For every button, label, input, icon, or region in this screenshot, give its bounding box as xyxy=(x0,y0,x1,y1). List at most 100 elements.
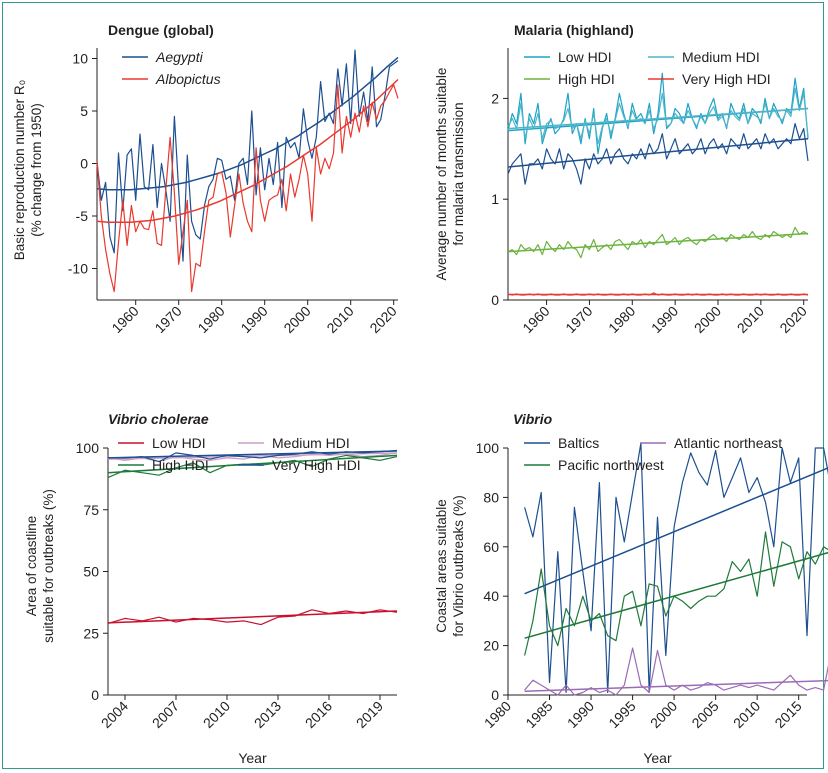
x-tick-label: 2000 xyxy=(647,698,680,731)
legend-label-pacific-northwest: Pacific northwest xyxy=(558,457,664,473)
y-tick-label: -5 xyxy=(76,208,89,224)
x-tick-label: 1990 xyxy=(564,698,597,731)
series-line-pacific-northwest xyxy=(524,531,828,656)
legend-label-low-hdi: Low HDI xyxy=(152,435,206,451)
y-axis-label: Area of coastline xyxy=(24,516,39,617)
y-tick-label: 0 xyxy=(91,687,99,703)
x-tick-label: 1970 xyxy=(151,303,184,336)
x-tick-label: 2010 xyxy=(730,698,763,731)
x-tick-label: 1980 xyxy=(481,698,514,731)
y-axis-label: Coastal areas suitable xyxy=(434,499,449,633)
panel-title: Malaria (highland) xyxy=(514,22,634,38)
chart-panel-1: Dengue (global) -10 -5 0 5 10 1960 1970 1980 1990… xyxy=(12,22,400,336)
x-tick-label: 2010 xyxy=(200,698,233,731)
x-tick-label: 1985 xyxy=(522,698,555,731)
trend-line xyxy=(524,467,828,595)
x-tick-label: 1960 xyxy=(519,303,552,336)
x-tick-label: 2020 xyxy=(776,303,809,336)
series-line-high-hdi xyxy=(507,226,809,259)
legend-label-medium-hdi: Medium HDI xyxy=(272,435,350,451)
trend-line xyxy=(507,232,809,253)
y-tick-label: 5 xyxy=(80,103,88,119)
x-tick-label: 2013 xyxy=(251,698,284,731)
x-tick-label: 1980 xyxy=(605,303,638,336)
x-tick-label: 1980 xyxy=(194,303,227,336)
chart-panel-3: Vibrio cholerae 0 25 50 75 100 2004 2007 2010 201… xyxy=(24,411,398,766)
legend-label-low-hdi: Low HDI xyxy=(558,49,612,65)
y-axis-label: Basic reproduction number R₀ xyxy=(12,80,27,260)
y-tick-label: 60 xyxy=(483,539,499,555)
trend-line xyxy=(507,137,809,168)
y-tick-label: 25 xyxy=(83,625,99,641)
trend-line xyxy=(507,107,809,130)
y-tick-label: 1 xyxy=(491,191,499,207)
x-tick-label: 2010 xyxy=(734,303,767,336)
series-line-low-hdi xyxy=(107,609,398,626)
chart-panel-2: Malaria (highland) 0 1 2 1960 1970 1980 1990 200… xyxy=(434,22,810,336)
y-tick-label: 20 xyxy=(483,638,499,654)
y-tick-label: 2 xyxy=(491,90,499,106)
panel-title: Vibrio xyxy=(513,411,553,427)
trend-line xyxy=(107,454,398,474)
x-tick-label: 1990 xyxy=(237,303,270,336)
y-tick-label: 10 xyxy=(72,51,88,67)
legend-label-very-high-hdi: Very High HDI xyxy=(272,457,361,473)
x-tick-label: 1995 xyxy=(605,698,638,731)
y-axis-label: Average number of months suitable xyxy=(434,68,449,281)
y-tick-label: 100 xyxy=(476,440,500,456)
trend-line xyxy=(524,551,828,639)
x-axis-label: Year xyxy=(643,750,672,766)
x-tick-label: 2000 xyxy=(691,303,724,336)
series-line-medium-hdi-dark- xyxy=(507,122,809,185)
y-axis-label-line2: for Vibrio outbreaks (%) xyxy=(451,495,466,637)
legend-label-baltics: Baltics xyxy=(558,435,599,451)
trend-line xyxy=(107,450,398,459)
y-axis-label-line2: suitable for outbreaks (%) xyxy=(41,489,56,643)
x-tick-label: 1990 xyxy=(648,303,681,336)
legend-label-medium-hdi: Medium HDI xyxy=(682,49,760,65)
series-line-aegypti xyxy=(96,49,399,262)
y-tick-label: 0 xyxy=(491,687,499,703)
y-tick-label: 0 xyxy=(491,292,499,308)
y-axis-label-line2: for malaria transmission xyxy=(451,102,466,245)
x-tick-label: 2020 xyxy=(366,303,399,336)
trend-line xyxy=(96,56,399,191)
x-tick-label: 2010 xyxy=(323,303,356,336)
series-line-medium-hdi xyxy=(507,87,809,145)
x-tick-label: 2000 xyxy=(280,303,313,336)
legend-label-very-high-hdi: Very High HDI xyxy=(682,71,771,87)
x-tick-label: 2019 xyxy=(353,698,386,731)
trend-line xyxy=(96,78,399,224)
y-tick-label: -10 xyxy=(68,261,88,277)
trend-line xyxy=(524,679,828,693)
panel-title: Vibrio cholerae xyxy=(108,411,209,427)
panel-title: Dengue (global) xyxy=(108,22,214,38)
trend-line xyxy=(107,452,398,460)
y-axis-label-line2: (% change from 1950) xyxy=(29,103,44,237)
x-tick-label: 2007 xyxy=(149,698,182,731)
x-tick-label: 2004 xyxy=(98,698,131,731)
y-tick-label: 75 xyxy=(83,502,99,518)
series-line-baltics xyxy=(524,442,828,694)
legend-label-high-hdi: High HDI xyxy=(152,457,209,473)
y-tick-label: 100 xyxy=(76,440,100,456)
y-tick-label: 80 xyxy=(483,489,499,505)
legend-label-atlantic-northeast: Atlantic northeast xyxy=(674,435,782,451)
x-tick-label: 2016 xyxy=(302,698,335,731)
legend-label-aegypti: Aegypti xyxy=(155,49,204,65)
y-tick-label: 50 xyxy=(83,564,99,580)
series-line-atlantic-northeast xyxy=(524,647,828,696)
x-tick-label: 2015 xyxy=(771,698,804,731)
y-tick-label: 40 xyxy=(483,588,499,604)
x-axis-label: Year xyxy=(238,750,267,766)
legend-label-albopictus: Albopictus xyxy=(155,71,221,87)
series-line-low-hdi xyxy=(507,72,809,155)
trend-line xyxy=(107,610,398,624)
x-tick-label: 1970 xyxy=(562,303,595,336)
legend-label-high-hdi: High HDI xyxy=(558,71,615,87)
x-tick-label: 2005 xyxy=(688,698,721,731)
x-tick-label: 1960 xyxy=(108,303,141,336)
